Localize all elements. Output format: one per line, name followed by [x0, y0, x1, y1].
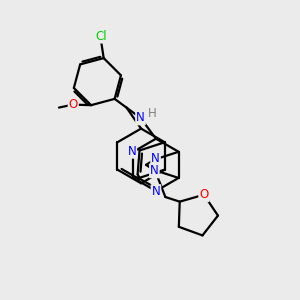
- Text: N: N: [136, 111, 145, 124]
- Text: N: N: [150, 164, 159, 177]
- Text: N: N: [152, 185, 160, 198]
- Text: Cl: Cl: [95, 30, 107, 43]
- Text: O: O: [199, 188, 208, 201]
- Text: N: N: [128, 145, 136, 158]
- Text: H: H: [147, 107, 156, 120]
- Text: O: O: [69, 98, 78, 111]
- Text: N: N: [151, 152, 160, 165]
